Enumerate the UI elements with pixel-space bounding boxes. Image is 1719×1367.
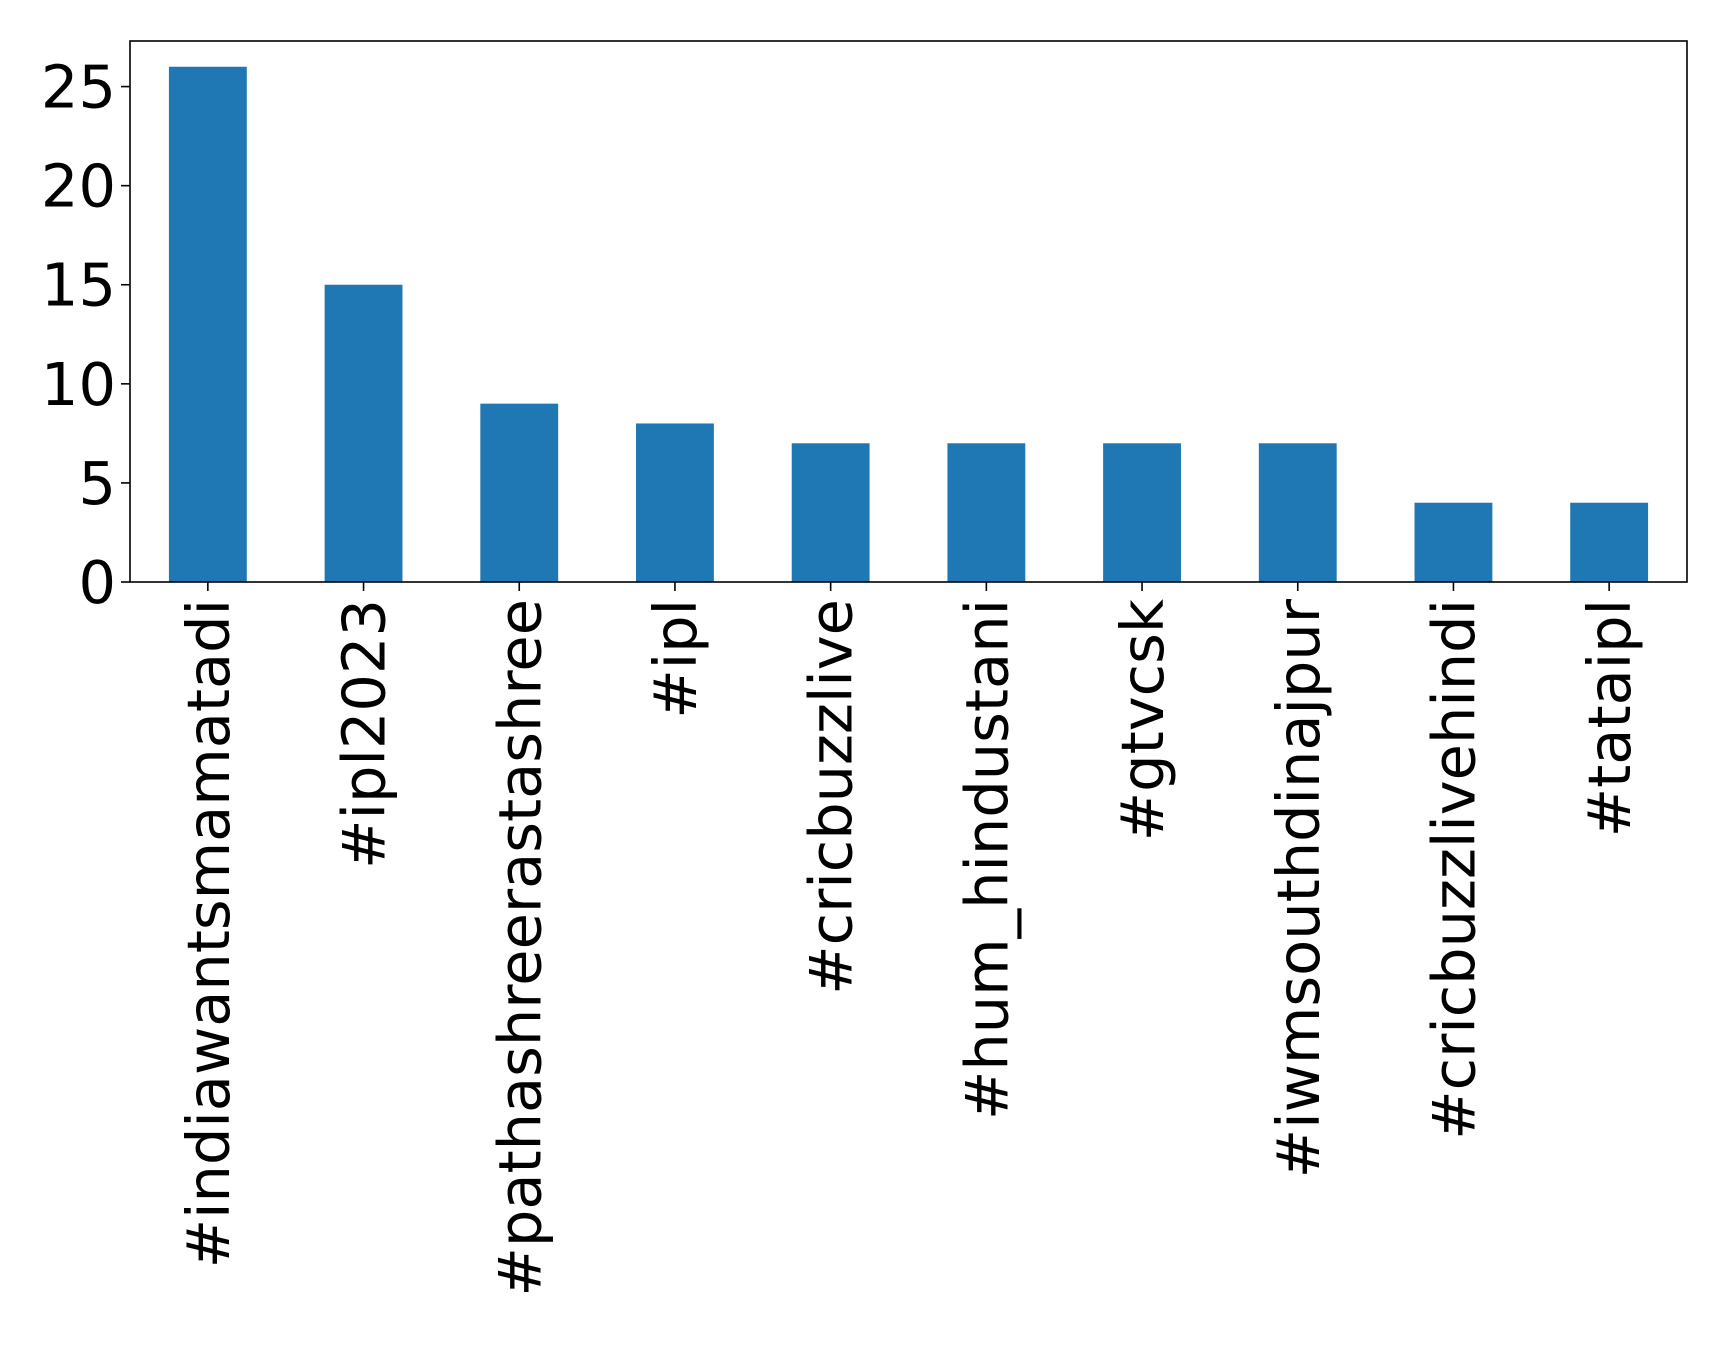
y-tick-label-4: 20 [41,152,116,221]
bar-7 [1258,443,1337,582]
bar-3 [636,423,714,582]
bar-1 [324,284,403,582]
x-tick-label-0: #indiawantsmamatadi [174,599,243,1268]
plot-frame [129,40,1688,583]
x-tick-label-1: #ipl2023 [330,599,399,869]
bar-6 [1103,443,1181,582]
bar-5 [947,443,1026,582]
y-tick-label-3: 15 [41,251,116,320]
bar-0 [168,66,247,582]
x-tick-label-2: #pathashreerastashree [485,599,554,1297]
y-axis: 0 5 10 15 20 25 [41,53,130,617]
x-tick-label-9: #tataipl [1575,599,1644,837]
y-tick-label-1: 5 [78,449,116,518]
y-tick-label-0: 0 [78,548,116,617]
x-tick-label-4: #cricbuzzlive [797,599,866,995]
x-tick-label-8: #cricbuzzlivehindi [1419,599,1488,1140]
y-tick-label-2: 10 [41,350,116,419]
x-tick-label-5: #hum_hindustani [952,599,1021,1120]
bar-9 [1570,502,1649,582]
bar-4 [791,443,870,582]
x-axis: #indiawantsmamatadi #ipl2023 #pathashreera… [174,582,1644,1297]
x-tick-label-7: #iwmsouthdinajpur [1264,598,1333,1178]
x-tick-label-3: #ipl [641,599,710,719]
bar-2 [480,403,559,582]
y-tick-label-5: 25 [41,53,116,122]
bars-layer [168,66,1649,582]
bar-8 [1414,502,1493,582]
x-tick-label-6: #gtvcsk [1108,599,1177,841]
